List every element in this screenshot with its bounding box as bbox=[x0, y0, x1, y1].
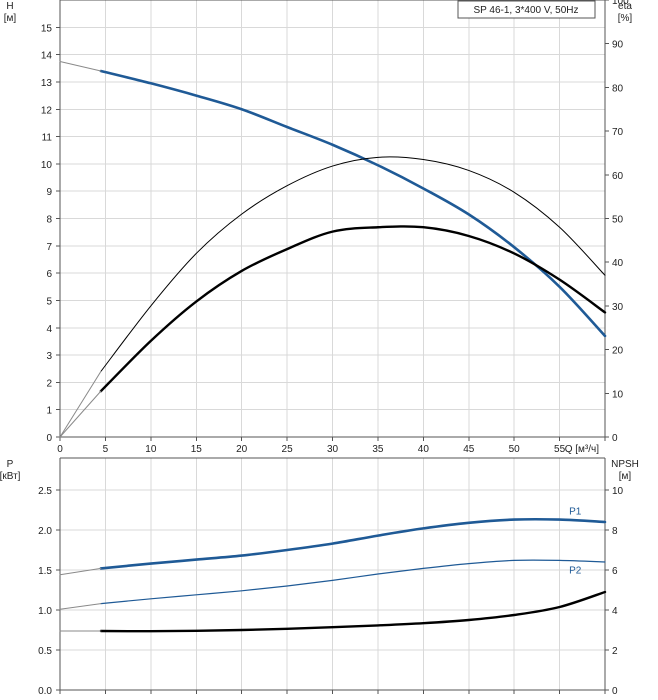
y-right-tick-label: 40 bbox=[612, 258, 624, 269]
x-tick-label: 45 bbox=[463, 444, 475, 455]
x-tick-label: 15 bbox=[191, 444, 203, 455]
series-line bbox=[100, 156, 606, 372]
y-left-tick-label: 2.0 bbox=[38, 526, 52, 537]
y-right-tick-label: 10 bbox=[612, 389, 624, 400]
y-right-tick-label: 30 bbox=[612, 302, 624, 313]
y-right-tick-label: 6 bbox=[612, 566, 618, 577]
y-left-tick-label: 2 bbox=[46, 378, 52, 389]
x-tick-label: 0 bbox=[57, 444, 63, 455]
y-right-tick-label: 60 bbox=[612, 171, 624, 182]
y-left-tick-label: 1.0 bbox=[38, 606, 52, 617]
y-right-tick-label: 0 bbox=[612, 686, 618, 697]
y-left-tick-label: 4 bbox=[46, 324, 52, 335]
series-line bbox=[59, 390, 102, 438]
y-left-tick-label: 3 bbox=[46, 351, 52, 362]
y-right-tick-label: 0 bbox=[612, 433, 618, 444]
y-left-tick-label: 5 bbox=[46, 296, 52, 307]
power-npsh-panel: 0.0 0.5 1.0 1.5 2.0 2.5 0 2 4 6 8 10 P[кВт] NPSH[м] P1… bbox=[0, 457, 639, 697]
y-right-tick-label: 70 bbox=[612, 127, 624, 138]
x-tick-label: 5 bbox=[103, 444, 109, 455]
y-left-tick-label: 12 bbox=[41, 105, 53, 116]
y-right-tick-label: 50 bbox=[612, 215, 624, 226]
chart-title: SP 46-1, 3*400 V, 50Hz bbox=[473, 5, 578, 16]
x-tick-label: 40 bbox=[418, 444, 430, 455]
y-right-axis-unit: [%] bbox=[618, 13, 633, 24]
y-right-axis-title: eta bbox=[618, 1, 632, 12]
head-efficiency-panel: 0123456789101112131415010203040506070809… bbox=[4, 0, 633, 455]
y-left-tick-label: 0.0 bbox=[38, 686, 52, 697]
y-right-axis-unit: [м] bbox=[619, 471, 632, 482]
y-left-tick-label: 1 bbox=[46, 406, 52, 417]
series-line-p2 bbox=[100, 559, 606, 605]
y-right-axis-title: NPSH bbox=[611, 459, 639, 470]
y-left-tick-label: 0.5 bbox=[38, 646, 52, 657]
x-tick-label: 30 bbox=[327, 444, 339, 455]
y-right-tick-label: 10 bbox=[612, 486, 624, 497]
x-tick-label: 20 bbox=[236, 444, 248, 455]
y-right-tick-label: 20 bbox=[612, 346, 624, 357]
y-left-axis-unit: [кВт] bbox=[0, 471, 21, 482]
y-right-tick-label: 4 bbox=[612, 606, 618, 617]
series-line bbox=[59, 60, 102, 72]
y-left-tick-label: 8 bbox=[46, 215, 52, 226]
x-tick-label: 35 bbox=[372, 444, 384, 455]
y-left-tick-label: 14 bbox=[41, 51, 53, 62]
series-line bbox=[59, 370, 102, 438]
x-tick-label: 25 bbox=[282, 444, 294, 455]
y-left-tick-label: 10 bbox=[41, 160, 53, 171]
y-left-axis-title: P bbox=[7, 459, 14, 470]
y-left-tick-label: 1.5 bbox=[38, 566, 52, 577]
y-left-tick-label: 11 bbox=[42, 133, 53, 144]
y-left-axis-unit: [м] bbox=[4, 13, 17, 24]
series-line bbox=[99, 225, 607, 393]
y-right-tick-label: 100 bbox=[612, 0, 629, 7]
x-tick-label: 55 bbox=[554, 444, 566, 455]
y-left-tick-label: 6 bbox=[46, 269, 52, 280]
y-left-tick-label: 2.5 bbox=[38, 486, 52, 497]
x-tick-label: 50 bbox=[509, 444, 521, 455]
y-right-tick-label: 80 bbox=[612, 83, 624, 94]
y-right-tick-label: 2 bbox=[612, 646, 618, 657]
series-line-p1 bbox=[99, 517, 607, 570]
chart-title-box bbox=[457, 0, 596, 19]
y-right-tick-label: 90 bbox=[612, 40, 624, 51]
series-label-p1: P1 bbox=[569, 507, 582, 518]
x-tick-label: 10 bbox=[145, 444, 157, 455]
series-line bbox=[99, 69, 607, 338]
y-right-tick-label: 8 bbox=[612, 526, 618, 537]
series-label-p2: P2 bbox=[569, 565, 582, 576]
y-left-axis-title: H bbox=[6, 1, 13, 12]
series-line bbox=[59, 567, 102, 576]
y-left-tick-label: 7 bbox=[46, 242, 52, 253]
y-left-tick-label: 13 bbox=[41, 78, 53, 89]
y-left-tick-label: 15 bbox=[41, 23, 53, 34]
x-axis-label: Q [м³/ч] bbox=[565, 444, 600, 455]
y-left-tick-label: 0 bbox=[46, 433, 52, 444]
series-line bbox=[59, 603, 102, 610]
series-line bbox=[99, 590, 607, 633]
y-left-tick-label: 9 bbox=[46, 187, 52, 198]
